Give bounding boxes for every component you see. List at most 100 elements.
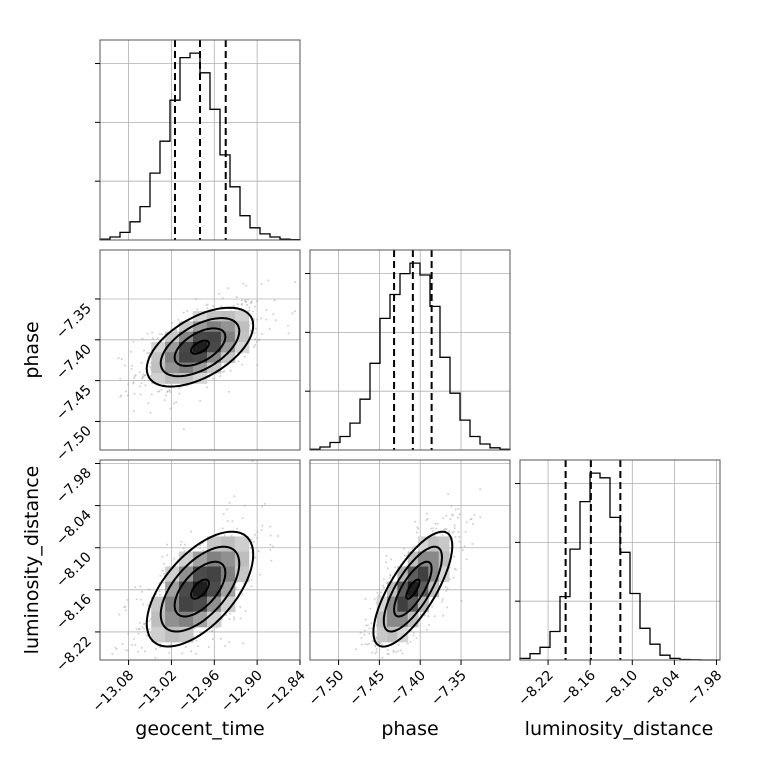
sample-point	[190, 530, 193, 533]
sample-point	[135, 598, 138, 601]
sample-point	[454, 508, 457, 511]
sample-point	[406, 642, 409, 645]
sample-point	[355, 648, 357, 651]
sample-point	[265, 308, 268, 311]
sample-point	[413, 545, 416, 548]
sample-point	[221, 527, 224, 530]
sample-point	[429, 527, 432, 530]
sample-point	[253, 346, 255, 348]
sample-point	[140, 646, 143, 649]
sample-point	[272, 313, 275, 316]
sample-point	[156, 337, 159, 340]
y-axis-label-luminosity-distance: luminosity_distance	[21, 466, 43, 655]
density-cell	[207, 342, 222, 353]
contour-phase-vs-geocent-time-3	[145, 306, 255, 388]
contour-phase-vs-geocent-time-0	[190, 339, 210, 355]
density-cell	[397, 581, 409, 598]
sample-point	[138, 627, 141, 630]
sample-point	[385, 555, 388, 557]
sample-point	[240, 299, 243, 302]
sample-point	[376, 591, 379, 594]
density-cell	[207, 311, 222, 322]
sample-point	[222, 513, 225, 516]
sample-point	[269, 543, 272, 546]
sample-point	[374, 645, 377, 648]
sample-point	[465, 521, 468, 524]
x-tick-label-luminosity-distance-3: −8.04	[642, 667, 684, 709]
sample-point	[138, 371, 141, 374]
sample-point	[143, 623, 145, 626]
sample-point	[445, 528, 448, 531]
sample-point	[401, 652, 404, 655]
sample-point	[224, 644, 226, 647]
sample-point	[364, 643, 367, 646]
sample-point	[386, 648, 389, 651]
y-tick-label-luminosity-distance-0: −8.22	[53, 633, 95, 675]
sample-point	[195, 639, 198, 642]
sample-point	[458, 513, 461, 516]
sample-point	[368, 632, 371, 635]
sample-point	[132, 381, 135, 384]
sample-point	[148, 351, 151, 354]
contour-luminosity-distance-vs-geocent-time-0	[190, 578, 210, 600]
sample-point	[162, 581, 165, 584]
sample-point	[444, 527, 447, 530]
sample-point	[392, 649, 395, 652]
sample-point	[366, 643, 369, 646]
sample-point	[143, 627, 146, 630]
sample-point	[270, 559, 273, 562]
density-cell	[151, 373, 166, 384]
density-cell	[179, 342, 194, 353]
sample-point	[447, 493, 450, 496]
sample-point	[220, 305, 223, 308]
sample-point	[369, 607, 372, 610]
sample-point	[226, 508, 228, 511]
sample-point	[171, 322, 174, 324]
sample-point	[460, 600, 463, 603]
sample-point	[202, 549, 205, 552]
density-cell	[193, 581, 208, 598]
sample-point	[479, 516, 482, 519]
sample-point	[182, 428, 185, 431]
sample-point	[166, 391, 169, 393]
sample-point	[388, 576, 391, 579]
sample-point	[160, 388, 163, 391]
x-tick-label-phase-2: −7.40	[387, 668, 429, 710]
sample-point	[159, 646, 162, 649]
sample-point	[141, 626, 144, 629]
sample-point	[135, 628, 138, 631]
sample-point	[254, 556, 257, 559]
sample-point	[368, 627, 371, 630]
sample-point	[453, 524, 456, 527]
density-cell	[151, 352, 166, 364]
sample-point	[115, 647, 118, 650]
sample-point	[119, 377, 122, 380]
sample-point	[469, 518, 472, 521]
sample-point	[254, 344, 257, 346]
sample-point	[253, 332, 256, 335]
sample-point	[442, 614, 445, 617]
x-tick-label-phase-0: −7.50	[306, 668, 348, 710]
sample-point	[254, 338, 257, 341]
sample-point	[148, 620, 151, 622]
density-cell	[193, 352, 208, 364]
sample-point	[157, 390, 160, 393]
sample-point	[242, 642, 245, 645]
sample-point	[416, 526, 419, 529]
sample-point	[242, 282, 245, 285]
sample-point	[133, 410, 135, 412]
sample-point	[273, 299, 276, 302]
sample-point	[141, 377, 144, 380]
sample-point	[265, 318, 268, 321]
x-tick-label-geocent-time-4: −12.84	[261, 667, 309, 715]
x-tick-label-phase-3: −7.35	[428, 668, 470, 710]
density-cell	[151, 626, 166, 643]
sample-point	[383, 586, 385, 589]
density-cell	[179, 611, 194, 628]
sample-point	[159, 574, 162, 577]
density-cell	[397, 611, 409, 628]
density-cell	[193, 373, 208, 384]
sample-point	[446, 587, 449, 590]
sample-point	[378, 642, 381, 645]
sample-point	[125, 648, 128, 651]
